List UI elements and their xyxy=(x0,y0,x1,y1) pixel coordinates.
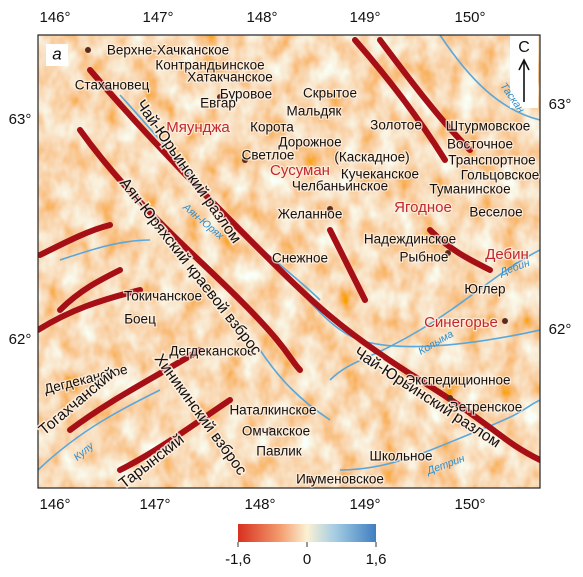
top-degree-label: 149° xyxy=(349,9,380,26)
top-degree-label: 150° xyxy=(454,9,485,26)
colorbar-tick-label: 0 xyxy=(303,551,311,568)
settlement-label: Восточное xyxy=(447,137,513,152)
settlement-label: Игуменовское xyxy=(296,472,384,487)
left-degree-label: 62° xyxy=(9,331,32,348)
district-center-label: Синегорье xyxy=(424,314,498,331)
settlement-label: Желанное xyxy=(278,207,343,222)
settlement-label: Стахановец xyxy=(75,78,150,93)
settlement-label: Боец xyxy=(124,312,156,327)
bottom-degree-label: 149° xyxy=(349,496,380,513)
map-figure: а С 146° 147° 148° 149° 150° 146° 147° 148° 149°… xyxy=(0,0,583,577)
district-center-label: Ягодное xyxy=(394,199,452,216)
settlement-label: Рыбное xyxy=(400,250,449,265)
settlement-label: (Каскадное) xyxy=(334,150,409,165)
top-degree-label: 147° xyxy=(142,9,173,26)
colorbar-tick-label: -1,6 xyxy=(225,551,251,568)
settlement-label: Транспортное xyxy=(448,153,535,168)
district-center-label: Сусуман xyxy=(270,162,330,179)
settlement-label: Скрытое xyxy=(303,86,357,101)
settlement-label: Школьное xyxy=(369,449,432,464)
settlement-label: Надеждинское xyxy=(364,232,456,247)
bottom-degree-label: 150° xyxy=(454,496,485,513)
left-degree-label: 63° xyxy=(9,111,32,128)
settlement-label: Светлое xyxy=(242,148,295,163)
right-degree-label: 63° xyxy=(549,96,572,113)
settlement-label: Золотое xyxy=(370,118,422,133)
settlement-label: Гольцовское xyxy=(461,168,539,183)
colorbar-tick-label: 1,6 xyxy=(366,551,387,568)
colorbar xyxy=(238,524,376,542)
settlement-label: Туманинское xyxy=(429,182,510,197)
right-degree-label: 62° xyxy=(549,321,572,338)
settlement-label: Евгар xyxy=(200,96,236,111)
bottom-degree-label: 148° xyxy=(244,496,275,513)
settlement-label: Корота xyxy=(250,120,294,135)
settlement-label: Наталкинское xyxy=(229,403,316,418)
bottom-degree-label: 147° xyxy=(139,496,170,513)
settlement-label: Павлик xyxy=(256,444,301,459)
north-label: С xyxy=(518,39,530,56)
settlement-label: Штурмовское xyxy=(446,119,530,134)
top-degree-label: 146° xyxy=(39,9,70,26)
district-center-label: Мяунджа xyxy=(166,119,230,136)
settlement-label: Снежное xyxy=(272,251,328,266)
settlement-label: Хатакчанское xyxy=(187,70,272,85)
settlement-label: Челбаньинское xyxy=(292,179,388,194)
panel-label: а xyxy=(52,44,61,63)
bottom-degree-label: 146° xyxy=(39,496,70,513)
settlement-label: Токичанское xyxy=(124,289,202,304)
settlement-label: Верхне-Хачканское xyxy=(107,43,229,58)
settlement-label: Юглер xyxy=(464,282,505,297)
settlement-label: Веселое xyxy=(469,205,522,220)
top-degree-label: 148° xyxy=(246,9,277,26)
settlement-label: Мальдяк xyxy=(287,104,342,119)
settlement-label: Омчакское xyxy=(242,424,310,439)
